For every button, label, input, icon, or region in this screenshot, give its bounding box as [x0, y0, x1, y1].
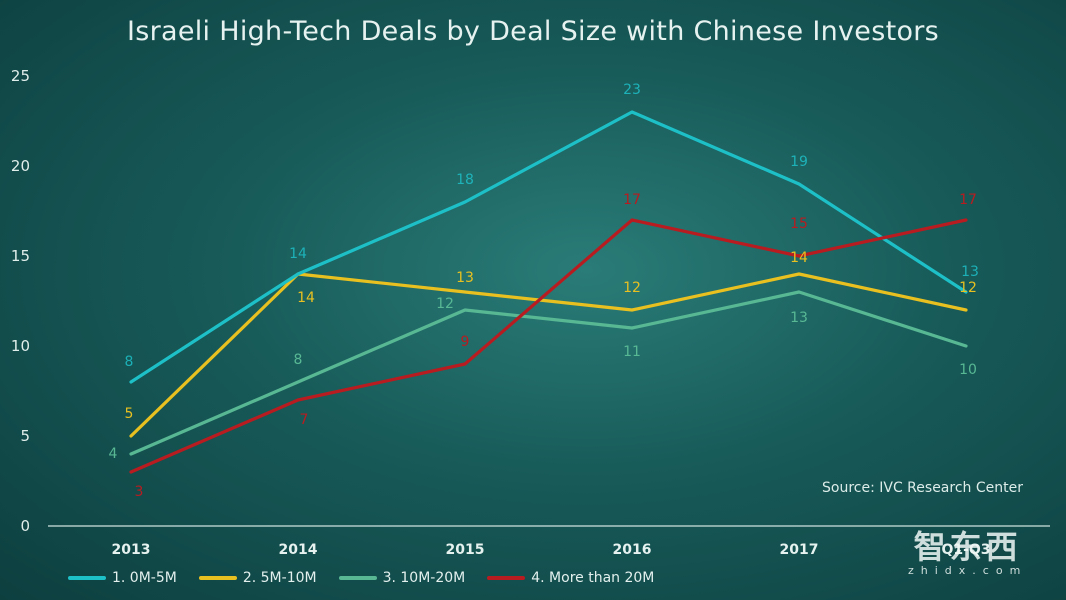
data-label: 12	[959, 280, 977, 296]
legend-item: 4. More than 20M	[487, 570, 654, 586]
data-label: 14	[289, 246, 307, 262]
data-label: 4	[109, 446, 118, 462]
legend-swatch	[338, 576, 377, 580]
x-tick-label: 2016	[613, 542, 652, 558]
data-label: 3	[135, 484, 144, 500]
legend-label: 4. More than 20M	[531, 570, 655, 586]
legend: 1. 0M-5M 2. 5M-10M 3. 10M-20M 4. More th…	[68, 568, 676, 588]
data-label: 12	[623, 280, 641, 296]
legend-label: 2. 5M-10M	[242, 570, 317, 586]
source-note: Source: IVC Research Center	[822, 480, 1023, 496]
legend-swatch	[68, 576, 106, 580]
y-tick-label: 10	[11, 337, 30, 355]
data-labels: 8141823191351413121412481211131037917151…	[109, 82, 979, 500]
legend-label: 1. 0M-5M	[112, 570, 177, 586]
legend-item: 2. 5M-10M	[198, 570, 317, 586]
data-label: 23	[623, 82, 641, 98]
data-label: 14	[790, 250, 808, 266]
series-line	[129, 218, 968, 474]
x-tick-label: 2017	[780, 542, 819, 558]
y-tick-label: 0	[20, 517, 30, 535]
x-tick-label: Q1-Q3	[941, 542, 990, 558]
y-tick-label: 25	[11, 67, 30, 85]
legend-item: 3. 10M-20M	[338, 570, 466, 586]
data-label: 13	[456, 270, 474, 286]
x-tick-label: 2014	[279, 542, 318, 558]
y-tick-label: 20	[11, 157, 30, 175]
legend-swatch	[198, 576, 237, 580]
data-label: 7	[300, 412, 309, 428]
data-label: 8	[294, 352, 303, 368]
x-tick-label: 2013	[112, 542, 151, 558]
data-label: 15	[790, 216, 808, 232]
data-label: 17	[623, 192, 641, 208]
series-line	[129, 272, 968, 438]
y-tick-label: 5	[20, 427, 30, 445]
data-label: 12	[436, 296, 454, 312]
watermark-sub: zhidx.com	[908, 564, 1028, 577]
data-label: 18	[456, 172, 474, 188]
watermark-logo: 智东西 zhidx.com	[908, 530, 1027, 577]
data-label: 11	[623, 344, 641, 360]
data-label: 10	[959, 362, 977, 378]
data-label: 14	[297, 290, 315, 306]
legend-item: 1. 0M-5M	[68, 570, 177, 586]
data-label: 13	[790, 310, 808, 326]
data-label: 19	[790, 154, 808, 170]
data-label: 8	[125, 354, 134, 370]
chart-axes: 0 5 10 15 20 25 2013 2014 2015 2016 2017 Q1-Q3	[11, 67, 1050, 558]
series-line	[129, 290, 968, 456]
data-label: 9	[461, 334, 470, 350]
data-label: 5	[125, 406, 134, 422]
chart-title: Israeli High-Tech Deals by Deal Size wit…	[126, 16, 940, 47]
legend-swatch	[487, 576, 526, 580]
data-label: 13	[961, 264, 979, 280]
series-line	[129, 110, 968, 384]
legend-label: 3. 10M-20M	[382, 570, 466, 586]
data-label: 17	[959, 192, 977, 208]
watermark-main: 智东西	[913, 528, 1022, 566]
x-tick-label: 2015	[446, 542, 485, 558]
y-tick-label: 15	[11, 247, 30, 265]
series-lines	[129, 110, 968, 474]
